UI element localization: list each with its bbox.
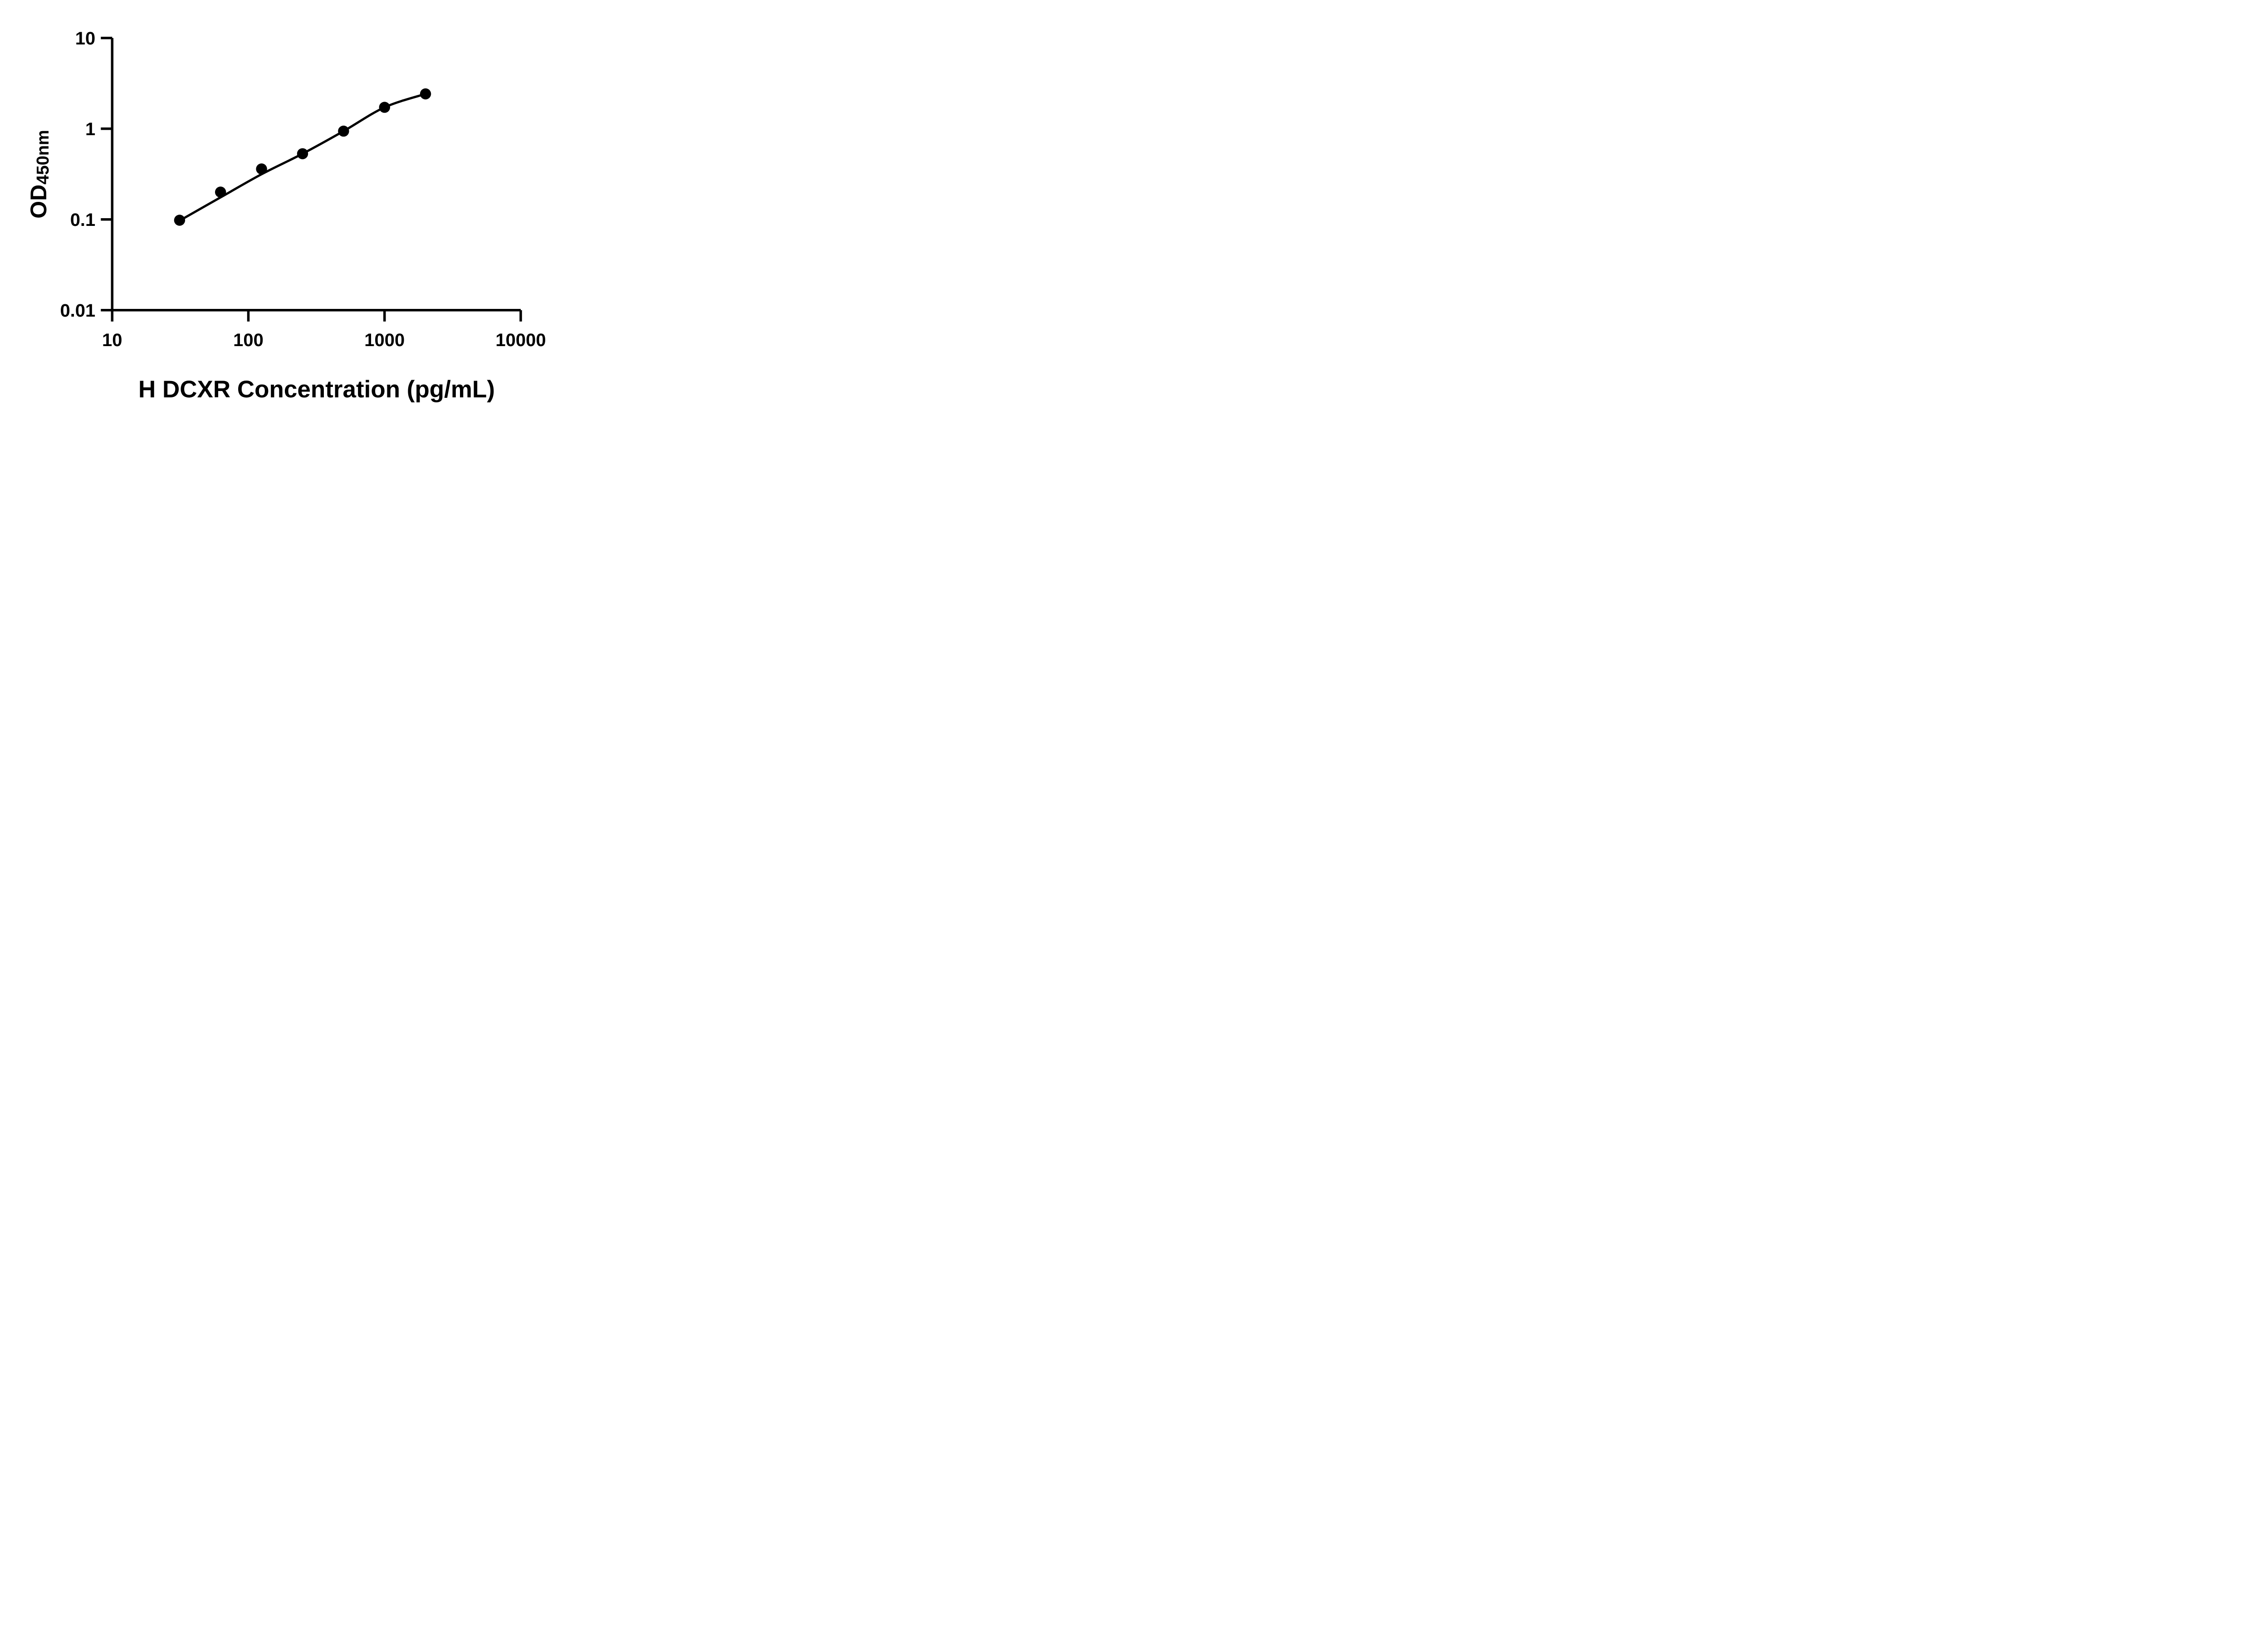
data-point bbox=[215, 186, 226, 197]
standard-curve-chart: 10 1 0.1 0.01 10 100 1000 10000 OD450nm H DCXR … bbox=[0, 0, 583, 408]
y-tick-label: 0.01 bbox=[60, 301, 95, 321]
data-point bbox=[174, 215, 185, 225]
x-tick-label: 1000 bbox=[364, 330, 405, 350]
y-tick-label: 1 bbox=[85, 119, 95, 139]
x-axis-title: H DCXR Concentration (pg/mL) bbox=[138, 376, 495, 403]
data-point bbox=[256, 163, 267, 174]
y-axis-title: OD450nm bbox=[25, 130, 52, 218]
y-tick-label: 0.1 bbox=[70, 210, 96, 230]
data-point bbox=[420, 88, 431, 99]
data-point bbox=[297, 148, 308, 159]
data-point bbox=[379, 102, 390, 112]
y-tick-label: 10 bbox=[75, 29, 96, 49]
x-tick-label: 100 bbox=[233, 330, 264, 350]
chart-canvas: 10 1 0.1 0.01 10 100 1000 10000 bbox=[0, 0, 583, 408]
y-axis-title-subscript: 450nm bbox=[34, 130, 53, 184]
x-tick-label: 10000 bbox=[495, 330, 546, 350]
data-point bbox=[338, 126, 349, 137]
x-tick-label: 10 bbox=[102, 330, 122, 350]
axes bbox=[112, 38, 521, 310]
y-axis-title-main: OD bbox=[26, 185, 51, 219]
